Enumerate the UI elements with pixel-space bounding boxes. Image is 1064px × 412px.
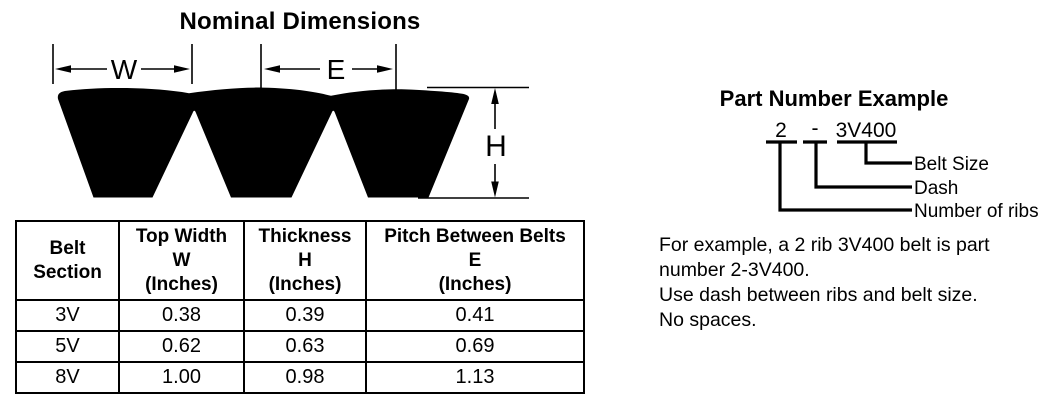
header-top-width-unit: (Inches) [145, 273, 218, 295]
cell-thickness: 0.39 [243, 299, 367, 332]
cell-belt-section: 3V [15, 299, 120, 332]
note-line: For example, a 2 rib 3V400 belt is part [659, 234, 990, 256]
part-number-ribs: 2 [775, 119, 787, 142]
header-pitch-unit: (Inches) [438, 273, 512, 295]
header-thickness: Thickness H (Inches) [243, 220, 367, 301]
table-row-3v: 3V 0.38 0.39 0.41 [15, 299, 585, 332]
ribs-connector-line [778, 142, 912, 212]
part-number-notes: For example, a 2 rib 3V400 belt is part … [659, 233, 1059, 333]
w-dimension-label: W [111, 54, 138, 85]
header-pitch-symbol: E [468, 249, 482, 271]
table-row-5v: 5V 0.62 0.63 0.69 [15, 330, 585, 363]
nominal-dimensions-title: Nominal Dimensions [179, 8, 421, 35]
part-number-belt-size: 3V400 [836, 119, 897, 142]
header-top-width-title: Top Width [135, 225, 228, 247]
h-arrowhead-bottom [491, 181, 499, 198]
ribs-callout-label: Number of ribs [914, 201, 1039, 222]
note-line: Use dash between ribs and belt size. [659, 284, 978, 306]
cell-pitch: 0.69 [365, 330, 585, 363]
header-thickness-symbol: H [298, 249, 312, 271]
dash-connector-line [814, 142, 912, 189]
cell-pitch: 1.13 [365, 361, 585, 394]
header-top-width-symbol: W [172, 249, 191, 271]
header-thickness-unit: (Inches) [268, 273, 342, 295]
cell-top-width: 0.38 [118, 299, 245, 332]
part-number-example-title: Part Number Example [719, 86, 949, 111]
h-arrowhead-top [491, 88, 499, 104]
belt-cross-section-diagram: W E H [52, 44, 529, 199]
part-number-dash: - [812, 117, 819, 140]
e-dimension-label: E [327, 54, 346, 85]
cell-thickness: 0.63 [243, 330, 367, 363]
cell-belt-section: 8V [15, 361, 120, 394]
part-number-connectors [766, 140, 912, 212]
dash-callout-label: Dash [914, 178, 958, 199]
w-arrowhead-left [55, 65, 71, 73]
cell-top-width: 1.00 [118, 361, 245, 394]
w-dimension [52, 44, 193, 84]
note-line: No spaces. [659, 309, 757, 331]
header-top-width: Top Width W (Inches) [118, 220, 245, 301]
cell-thickness: 0.98 [243, 361, 367, 394]
cell-pitch: 0.41 [365, 299, 585, 332]
table-header-row: Belt Section Top Width W (Inches) Thickn… [15, 220, 585, 301]
header-thickness-title: Thickness [258, 225, 352, 247]
header-belt-section-title: Belt Section [33, 237, 102, 283]
header-pitch-title: Pitch Between Belts [384, 225, 566, 247]
part-number-breakdown-diagram: 2 - 3V400 Belt Size Dash Number of ribs [766, 117, 1039, 222]
note-line: number 2-3V400. [659, 259, 810, 281]
header-belt-section: Belt Section [15, 220, 120, 301]
cell-top-width: 0.62 [118, 330, 245, 363]
belt-size-connector-line [864, 142, 912, 165]
table-row-8v: 8V 1.00 0.98 1.13 [15, 361, 585, 394]
belt-size-callout-label: Belt Size [914, 154, 989, 175]
e-dimension [260, 44, 397, 92]
w-arrowhead-right [174, 65, 190, 73]
cell-belt-section: 5V [15, 330, 120, 363]
h-dimension [418, 86, 529, 199]
e-arrowhead-left [264, 65, 280, 73]
header-pitch: Pitch Between Belts E (Inches) [365, 220, 585, 301]
e-arrowhead-right [377, 65, 393, 73]
dimensions-table: Belt Section Top Width W (Inches) Thickn… [15, 220, 585, 394]
belt-profile-shape [57, 87, 470, 198]
h-dimension-label: H [485, 130, 507, 163]
